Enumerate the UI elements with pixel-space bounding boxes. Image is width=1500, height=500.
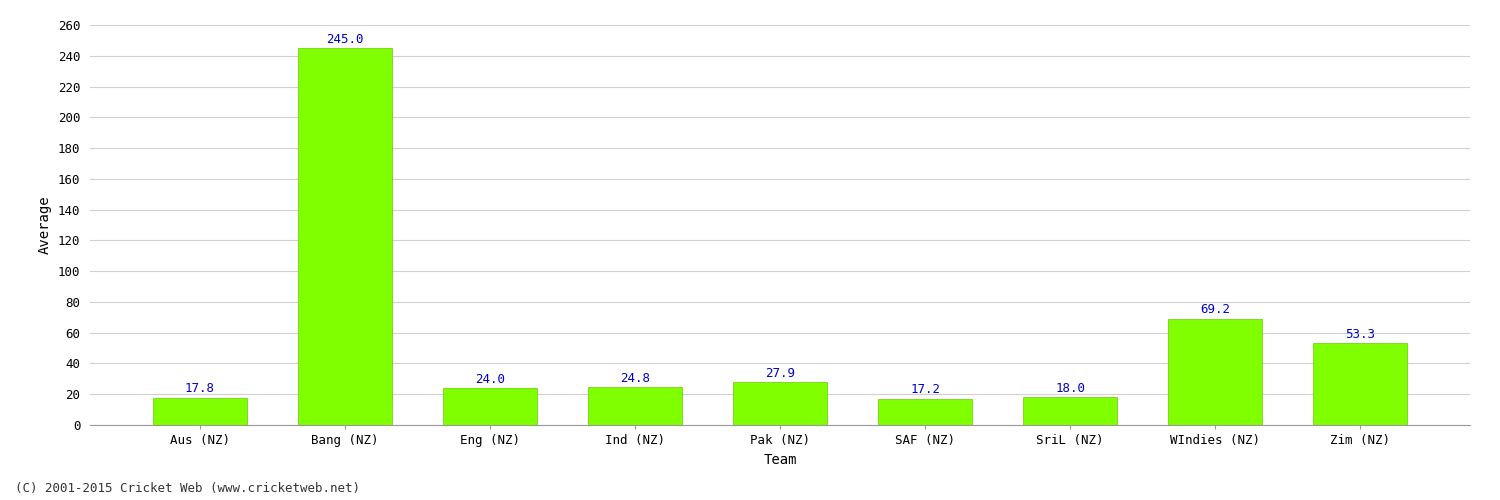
Text: 17.8: 17.8	[184, 382, 214, 396]
Text: 17.2: 17.2	[910, 383, 940, 396]
Text: 24.8: 24.8	[620, 372, 650, 384]
Y-axis label: Average: Average	[38, 196, 52, 254]
Bar	[1168, 318, 1262, 425]
X-axis label: Team: Team	[764, 452, 796, 466]
Text: 53.3: 53.3	[1346, 328, 1376, 340]
Bar	[1312, 343, 1407, 425]
Text: (C) 2001-2015 Cricket Web (www.cricketweb.net): (C) 2001-2015 Cricket Web (www.cricketwe…	[15, 482, 360, 495]
Bar	[734, 382, 827, 425]
Bar	[588, 387, 682, 425]
Bar	[1023, 398, 1118, 425]
Text: 27.9: 27.9	[765, 367, 795, 380]
Bar	[878, 398, 972, 425]
Bar	[298, 48, 392, 425]
Bar	[442, 388, 537, 425]
Text: 18.0: 18.0	[1054, 382, 1084, 395]
Bar	[153, 398, 248, 425]
Text: 24.0: 24.0	[476, 373, 506, 386]
Text: 69.2: 69.2	[1200, 303, 1230, 316]
Text: 245.0: 245.0	[326, 33, 363, 46]
